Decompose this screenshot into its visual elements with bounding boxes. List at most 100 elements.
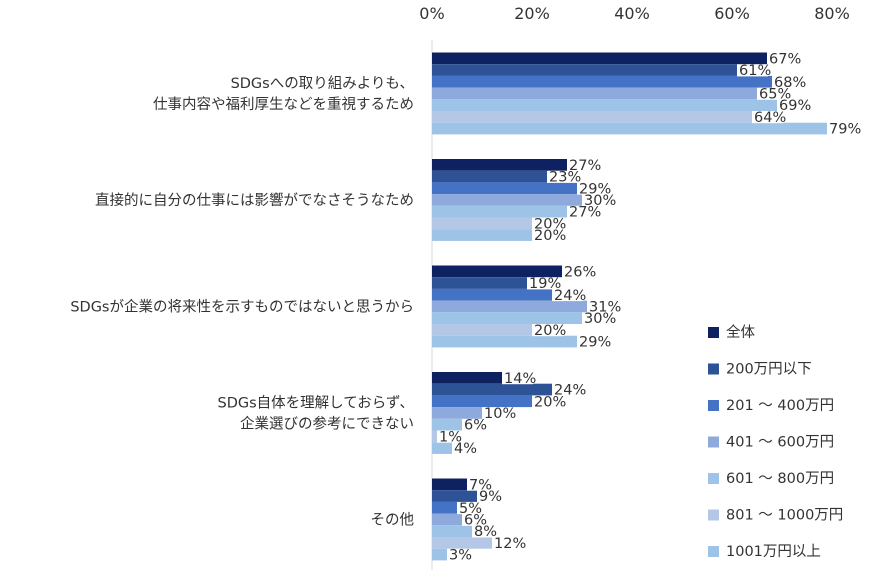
data-label: 61% [739, 63, 771, 79]
data-label-background [577, 182, 608, 195]
bar [432, 407, 482, 419]
bar [432, 64, 737, 76]
legend-entry: 200万円以下 [726, 362, 812, 378]
bar [432, 383, 552, 396]
data-label-background [577, 336, 608, 348]
legend-swatch [708, 509, 719, 521]
bar [432, 418, 462, 431]
data-label-background [827, 123, 858, 135]
bar [432, 99, 777, 111]
legend-entry: 201 ～ 400万円 [726, 398, 834, 414]
x-tick-label: 80% [814, 4, 850, 23]
data-label-background [532, 218, 563, 230]
data-label-background [757, 88, 788, 100]
bar [432, 87, 757, 100]
data-label-background [582, 312, 613, 325]
data-label: 27% [569, 205, 601, 221]
bar [432, 430, 437, 443]
legend-swatch [708, 327, 719, 338]
legend-swatch [708, 473, 719, 484]
data-label-background [532, 229, 563, 242]
data-label: 14% [504, 371, 536, 387]
data-label-background [472, 525, 494, 538]
data-label: 65% [759, 86, 791, 102]
data-label: 29% [579, 181, 611, 197]
bar [432, 537, 492, 549]
bar [432, 205, 567, 218]
legend-entry: 全体 [726, 323, 755, 341]
data-label-background [452, 442, 474, 455]
data-label: 30% [584, 311, 616, 327]
data-label-background [552, 289, 583, 302]
data-label-background [737, 64, 768, 77]
data-label: 20% [534, 216, 566, 232]
bar [432, 442, 452, 454]
x-axis-ticks: 0% 20% 40% 60% 80% [419, 4, 849, 23]
bar [432, 300, 587, 313]
data-label: 5% [459, 501, 482, 517]
data-label: 20% [534, 323, 566, 339]
data-label-background [437, 431, 459, 443]
data-label-background [772, 76, 803, 89]
legend-entry: 801 ～ 1000万円 [726, 508, 843, 524]
legend-entry: 601 ～ 800万円 [726, 471, 834, 487]
x-tick-label: 60% [714, 4, 750, 23]
data-label: 3% [449, 548, 472, 564]
bar [432, 217, 532, 230]
data-label: 4% [454, 441, 477, 457]
data-label-background [477, 490, 499, 503]
data-label: 7% [469, 477, 492, 493]
legend-swatch [708, 363, 719, 375]
data-label: 64% [754, 110, 786, 126]
bar [432, 52, 767, 65]
data-label-background [562, 266, 593, 278]
legend-entry: 401 ～ 600万円 [726, 435, 834, 451]
bar [432, 277, 527, 289]
data-label: 67% [769, 51, 801, 67]
data-label: 23% [549, 170, 581, 186]
data-labels: 67%61%68%65%69%64%79%27%23%29%30%27%20%2… [437, 51, 861, 564]
data-label-background [462, 419, 484, 431]
category-label: その他 [371, 511, 415, 528]
data-label-background [777, 99, 808, 112]
x-tick-label: 0% [419, 4, 444, 23]
data-label-background [532, 324, 563, 337]
data-label-background [587, 301, 618, 313]
data-label-background [482, 407, 513, 420]
data-label: 20% [534, 394, 566, 410]
data-label-background [502, 372, 533, 385]
data-label-background [492, 537, 523, 550]
bar [432, 525, 472, 537]
data-label-background [462, 514, 484, 526]
bar [432, 288, 552, 301]
data-label: 20% [534, 228, 566, 244]
data-label-background [567, 206, 598, 218]
data-label: 31% [589, 299, 621, 315]
data-label-background [532, 395, 563, 408]
data-label-background [767, 53, 798, 65]
bar [432, 501, 457, 514]
bar [432, 312, 582, 324]
data-label-background [447, 549, 469, 561]
bar [432, 265, 562, 278]
data-label: 8% [474, 524, 497, 540]
bar [432, 324, 532, 336]
legend-swatch [708, 436, 719, 448]
category-label: SDGs自体を理解しておらず、 [218, 394, 414, 411]
data-label-background [547, 171, 578, 183]
bar [432, 122, 827, 135]
data-label: 24% [554, 288, 586, 304]
bar [432, 229, 532, 241]
bar [432, 170, 547, 183]
data-label: 9% [479, 489, 502, 505]
data-label-background [582, 194, 613, 207]
category-label: 仕事内容や福利厚生などを重視するため [153, 96, 414, 113]
data-label-background [567, 159, 598, 172]
data-label-background [752, 111, 783, 124]
bars [432, 52, 827, 561]
data-label: 79% [829, 122, 861, 138]
bar [432, 395, 532, 408]
data-label: 10% [484, 406, 516, 422]
data-label: 6% [464, 512, 487, 528]
